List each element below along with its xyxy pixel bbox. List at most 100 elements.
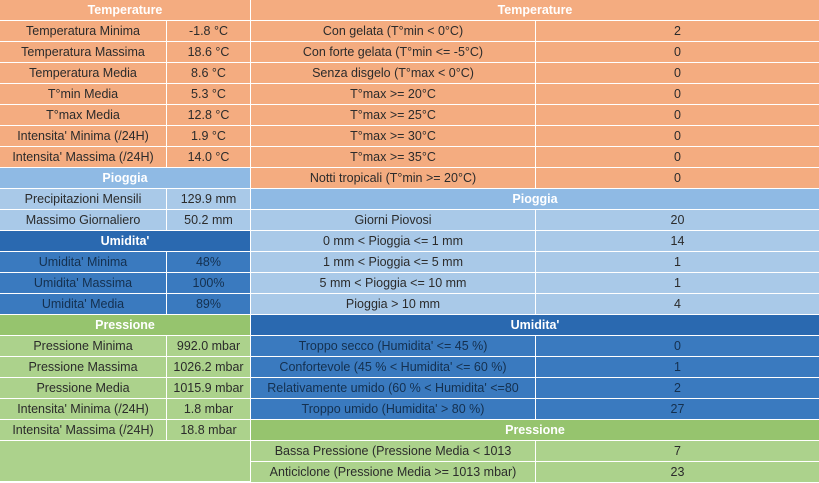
row-value: 1 bbox=[536, 357, 819, 377]
row-label: Intensita' Massima (/24H) bbox=[0, 420, 166, 440]
row-label: Umidita' Minima bbox=[0, 252, 166, 272]
row-label: 5 mm < Pioggia <= 10 mm bbox=[251, 273, 535, 293]
table-row: Con forte gelata (T°min <= -5°C) 0 bbox=[251, 42, 819, 62]
table-row: Intensita' Massima (/24H) 18.8 mbar bbox=[0, 420, 250, 440]
table-row: T°max >= 30°C 0 bbox=[251, 126, 819, 146]
table-row: Intensita' Massima (/24H) 14.0 °C bbox=[0, 147, 250, 167]
row-label: Notti tropicali (T°min >= 20°C) bbox=[251, 168, 535, 188]
table-row: 5 mm < Pioggia <= 10 mm 1 bbox=[251, 273, 819, 293]
row-label: Con gelata (T°min < 0°C) bbox=[251, 21, 535, 41]
row-label: T°max >= 25°C bbox=[251, 105, 535, 125]
row-label: Precipitazioni Mensili bbox=[0, 189, 166, 209]
row-label: Pressione Media bbox=[0, 378, 166, 398]
right-umidita-header: Umidita' bbox=[251, 315, 819, 335]
table-row: Pressione Minima 992.0 mbar bbox=[0, 336, 250, 356]
row-label: Intensita' Minima (/24H) bbox=[0, 399, 166, 419]
row-value: 129.9 mm bbox=[167, 189, 250, 209]
row-label: Temperatura Minima bbox=[0, 21, 166, 41]
row-value: 1015.9 mbar bbox=[167, 378, 250, 398]
right-pioggia-header: Pioggia bbox=[251, 189, 819, 209]
row-value: 14.0 °C bbox=[167, 147, 250, 167]
table-row: Temperatura Minima -1.8 °C bbox=[0, 21, 250, 41]
row-value: 0 bbox=[536, 84, 819, 104]
row-label: Massimo Giornaliero bbox=[0, 210, 166, 230]
row-value: 7 bbox=[536, 441, 819, 461]
row-label: 1 mm < Pioggia <= 5 mm bbox=[251, 252, 535, 272]
row-label: T°min Media bbox=[0, 84, 166, 104]
row-value: 0 bbox=[536, 105, 819, 125]
left-umidita-header: Umidita' bbox=[0, 231, 250, 251]
table-row: Intensita' Minima (/24H) 1.8 mbar bbox=[0, 399, 250, 419]
table-row: T°max >= 20°C 0 bbox=[251, 84, 819, 104]
row-value: 992.0 mbar bbox=[167, 336, 250, 356]
table-row: Troppo secco (Humidita' <= 45 %) 0 bbox=[251, 336, 819, 356]
row-value: 100% bbox=[167, 273, 250, 293]
table-row: Umidita' Minima 48% bbox=[0, 252, 250, 272]
row-value: 23 bbox=[536, 462, 819, 482]
row-value: 4 bbox=[536, 294, 819, 314]
row-label: Giorni Piovosi bbox=[251, 210, 535, 230]
row-value: 20 bbox=[536, 210, 819, 230]
row-value: 27 bbox=[536, 399, 819, 419]
row-label: Relativamente umido (60 % < Humidita' <=… bbox=[251, 378, 535, 398]
row-label: Confortevole (45 % < Humidita' <= 60 %) bbox=[251, 357, 535, 377]
left-temperature-header: Temperature bbox=[0, 0, 250, 20]
table-row: Bassa Pressione (Pressione Media < 1013 7 bbox=[251, 441, 819, 461]
row-value: 89% bbox=[167, 294, 250, 314]
row-value: 0 bbox=[536, 336, 819, 356]
row-label: Intensita' Massima (/24H) bbox=[0, 147, 166, 167]
table-row: Notti tropicali (T°min >= 20°C) 0 bbox=[251, 168, 819, 188]
row-value: 1.8 mbar bbox=[167, 399, 250, 419]
row-label: T°max >= 20°C bbox=[251, 84, 535, 104]
table-row: T°max >= 25°C 0 bbox=[251, 105, 819, 125]
table-row: Confortevole (45 % < Humidita' <= 60 %) 1 bbox=[251, 357, 819, 377]
row-label: Troppo umido (Humidita' > 80 %) bbox=[251, 399, 535, 419]
row-label: Umidita' Massima bbox=[0, 273, 166, 293]
row-value: 0 bbox=[536, 147, 819, 167]
table-row: T°min Media 5.3 °C bbox=[0, 84, 250, 104]
row-label: Pressione Minima bbox=[0, 336, 166, 356]
table-row: Giorni Piovosi 20 bbox=[251, 210, 819, 230]
row-label: Temperatura Media bbox=[0, 63, 166, 83]
row-value: 50.2 mm bbox=[167, 210, 250, 230]
table-row: T°max Media 12.8 °C bbox=[0, 105, 250, 125]
left-pressione-header: Pressione bbox=[0, 315, 250, 335]
row-label: Pioggia > 10 mm bbox=[251, 294, 535, 314]
row-value: 14 bbox=[536, 231, 819, 251]
row-value: 1.9 °C bbox=[167, 126, 250, 146]
row-label: Anticiclone (Pressione Media >= 1013 mba… bbox=[251, 462, 535, 482]
right-temperature-header: Temperature bbox=[251, 0, 819, 20]
row-value: 0 bbox=[536, 63, 819, 83]
table-row: Temperatura Massima 18.6 °C bbox=[0, 42, 250, 62]
row-label: 0 mm < Pioggia <= 1 mm bbox=[251, 231, 535, 251]
empty-filler bbox=[0, 441, 250, 481]
table-row: Temperatura Media 8.6 °C bbox=[0, 63, 250, 83]
table-row: Senza disgelo (T°max < 0°C) 0 bbox=[251, 63, 819, 83]
table-row: Con gelata (T°min < 0°C) 2 bbox=[251, 21, 819, 41]
table-row: Troppo umido (Humidita' > 80 %) 27 bbox=[251, 399, 819, 419]
row-value: 18.6 °C bbox=[167, 42, 250, 62]
right-pressione-header: Pressione bbox=[251, 420, 819, 440]
table-row: 1 mm < Pioggia <= 5 mm 1 bbox=[251, 252, 819, 272]
left-column: Temperature Temperatura Minima -1.8 °C Te… bbox=[0, 0, 250, 481]
row-label: Bassa Pressione (Pressione Media < 1013 bbox=[251, 441, 535, 461]
table-row: Massimo Giornaliero 50.2 mm bbox=[0, 210, 250, 230]
left-pioggia-header: Pioggia bbox=[0, 168, 250, 188]
table-row: T°max >= 35°C 0 bbox=[251, 147, 819, 167]
row-value: 0 bbox=[536, 42, 819, 62]
table-row: Umidita' Massima 100% bbox=[0, 273, 250, 293]
table-row: Pioggia > 10 mm 4 bbox=[251, 294, 819, 314]
row-label: Intensita' Minima (/24H) bbox=[0, 126, 166, 146]
row-label: Senza disgelo (T°max < 0°C) bbox=[251, 63, 535, 83]
row-label: Umidita' Media bbox=[0, 294, 166, 314]
row-label: Con forte gelata (T°min <= -5°C) bbox=[251, 42, 535, 62]
row-value: 1026.2 mbar bbox=[167, 357, 250, 377]
row-value: 1 bbox=[536, 273, 819, 293]
table-row: Relativamente umido (60 % < Humidita' <=… bbox=[251, 378, 819, 398]
right-column: Temperature Con gelata (T°min < 0°C) 2 Co… bbox=[251, 0, 819, 483]
row-value: -1.8 °C bbox=[167, 21, 250, 41]
table-row: Pressione Media 1015.9 mbar bbox=[0, 378, 250, 398]
row-label: Troppo secco (Humidita' <= 45 %) bbox=[251, 336, 535, 356]
row-label: T°max Media bbox=[0, 105, 166, 125]
row-value: 2 bbox=[536, 378, 819, 398]
